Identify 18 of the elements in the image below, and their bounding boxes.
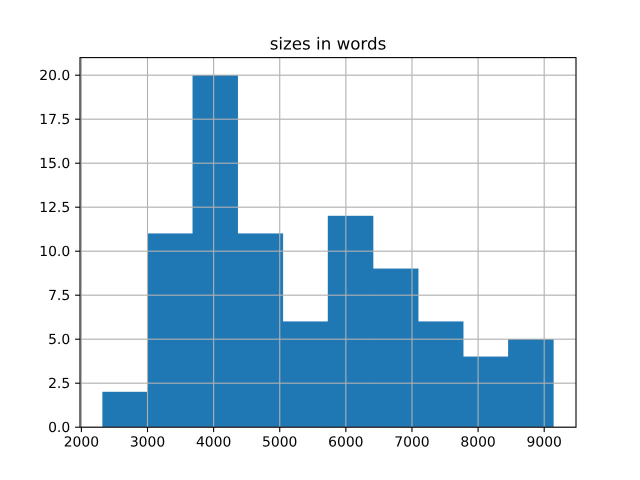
y-tick-label: 5.0	[48, 332, 70, 348]
y-tick-label: 17.5	[39, 112, 70, 128]
x-tick-label: 7000	[394, 434, 430, 451]
x-tick-label: 3000	[130, 434, 166, 451]
y-tick-label: 12.5	[39, 200, 70, 216]
x-tick-label: 5000	[262, 434, 298, 451]
y-tick-label: 0.0	[48, 420, 70, 436]
x-tick-label: 9000	[526, 434, 562, 451]
x-tick-label: 4000	[196, 434, 232, 451]
y-tick-label: 10.0	[39, 244, 70, 260]
y-tick-label: 15.0	[39, 156, 70, 172]
x-tick-label: 6000	[328, 434, 364, 451]
y-tick-label: 7.5	[48, 288, 70, 304]
y-tick-label: 20.0	[39, 68, 70, 84]
x-tick-label: 8000	[460, 434, 496, 451]
chart-title: sizes in words	[270, 33, 386, 54]
y-tick-label: 2.5	[48, 376, 70, 392]
x-tick-label: 2000	[64, 434, 100, 451]
